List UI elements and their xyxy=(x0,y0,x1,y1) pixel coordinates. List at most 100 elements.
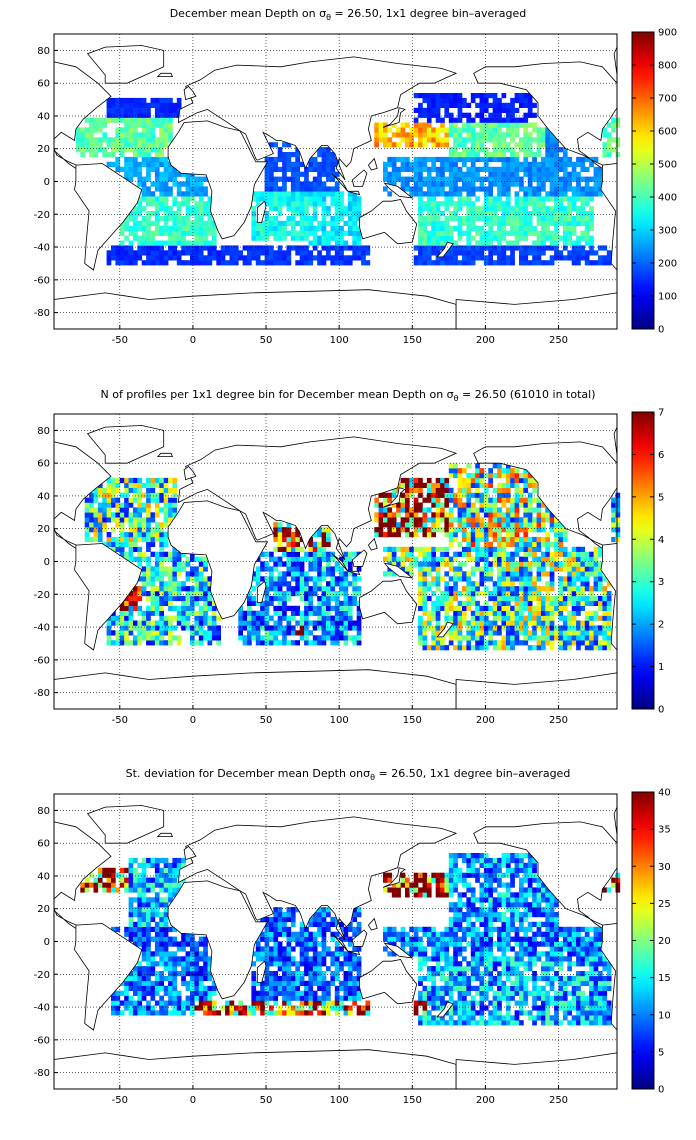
data-cell xyxy=(150,907,156,913)
data-cell xyxy=(466,215,472,222)
data-cell xyxy=(163,186,169,192)
data-cell xyxy=(233,260,239,266)
data-cell xyxy=(466,112,472,118)
data-cell xyxy=(470,512,476,518)
data-cell xyxy=(501,186,507,192)
data-cell xyxy=(295,605,300,611)
data-cell xyxy=(137,245,143,251)
data-cell xyxy=(523,137,529,143)
data-cell xyxy=(523,502,529,508)
data-cell xyxy=(519,142,524,148)
data-cell xyxy=(505,211,511,217)
data-cell xyxy=(426,571,432,577)
data-cell xyxy=(339,240,344,246)
data-cell xyxy=(426,620,432,626)
data-cell xyxy=(133,1005,138,1011)
data-cell xyxy=(475,581,480,587)
data-cell xyxy=(194,586,200,592)
data-cell xyxy=(400,556,406,562)
data-cell xyxy=(475,93,480,99)
data-cell xyxy=(483,591,489,597)
data-cell xyxy=(505,556,511,562)
data-cell xyxy=(479,240,485,246)
data-cell xyxy=(444,532,450,538)
data-cell xyxy=(426,551,432,557)
data-cell xyxy=(133,147,138,153)
data-cell xyxy=(141,571,147,577)
data-cell xyxy=(488,610,493,616)
data-cell xyxy=(290,586,296,592)
data-cell xyxy=(466,507,472,513)
data-cell xyxy=(514,225,520,231)
data-cell xyxy=(514,507,520,513)
data-cell xyxy=(326,625,331,631)
data-cell xyxy=(541,156,546,163)
data-cell xyxy=(185,600,191,606)
data-cell xyxy=(567,635,572,641)
data-cell xyxy=(242,625,248,631)
data-cell xyxy=(457,571,463,577)
data-cell xyxy=(549,620,555,626)
data-cell xyxy=(453,527,458,533)
colorbar-gradient xyxy=(631,31,655,330)
data-cell xyxy=(532,507,537,513)
data-cell xyxy=(497,482,502,488)
data-cell xyxy=(536,191,542,197)
data-cell xyxy=(488,255,493,261)
data-cell xyxy=(290,230,296,236)
data-cell xyxy=(448,171,454,177)
data-cell xyxy=(115,620,121,626)
data-cell xyxy=(492,556,498,562)
data-cell xyxy=(536,640,542,646)
data-cell xyxy=(470,517,476,523)
data-cell xyxy=(128,605,134,611)
data-cell xyxy=(207,260,213,266)
data-cell xyxy=(312,551,318,557)
data-cell xyxy=(295,152,300,158)
data-cell xyxy=(580,605,586,611)
data-cell xyxy=(457,635,463,641)
data-cell xyxy=(194,211,200,217)
data-cell xyxy=(150,137,156,143)
data-cell xyxy=(119,230,125,236)
data-cell xyxy=(558,255,564,261)
data-cell xyxy=(541,176,546,182)
data-cell xyxy=(194,595,200,602)
data-cell xyxy=(475,541,480,547)
data-cell xyxy=(260,225,265,231)
data-cell xyxy=(549,625,555,631)
data-cell xyxy=(383,571,388,577)
data-cell xyxy=(541,566,546,572)
data-cell xyxy=(422,561,428,567)
data-cell xyxy=(426,117,432,123)
data-cell xyxy=(488,507,493,513)
data-cell xyxy=(545,196,550,202)
data-cell xyxy=(483,502,489,508)
data-cell xyxy=(426,112,432,118)
data-cell xyxy=(492,561,498,567)
data-cell xyxy=(334,181,340,187)
data-cell xyxy=(418,132,423,138)
data-cell xyxy=(580,600,586,606)
data-cell xyxy=(541,536,546,543)
data-cell xyxy=(396,176,401,182)
data-cell xyxy=(584,586,590,592)
data-cell xyxy=(133,161,138,167)
data-cell xyxy=(194,245,200,251)
data-cell xyxy=(562,230,568,236)
data-cell xyxy=(106,487,112,493)
data-cell xyxy=(418,625,423,631)
colorbar-tick-label: 1 xyxy=(658,662,664,673)
data-cell xyxy=(435,512,441,518)
data-cell xyxy=(308,166,314,172)
coastline xyxy=(256,200,267,223)
data-cell xyxy=(247,625,252,631)
data-cell xyxy=(396,127,401,133)
data-cell xyxy=(211,605,217,611)
data-cell xyxy=(510,507,515,513)
data-cell xyxy=(413,181,419,187)
data-cell xyxy=(453,122,458,128)
data-cell xyxy=(277,147,283,153)
data-cell xyxy=(475,561,480,567)
